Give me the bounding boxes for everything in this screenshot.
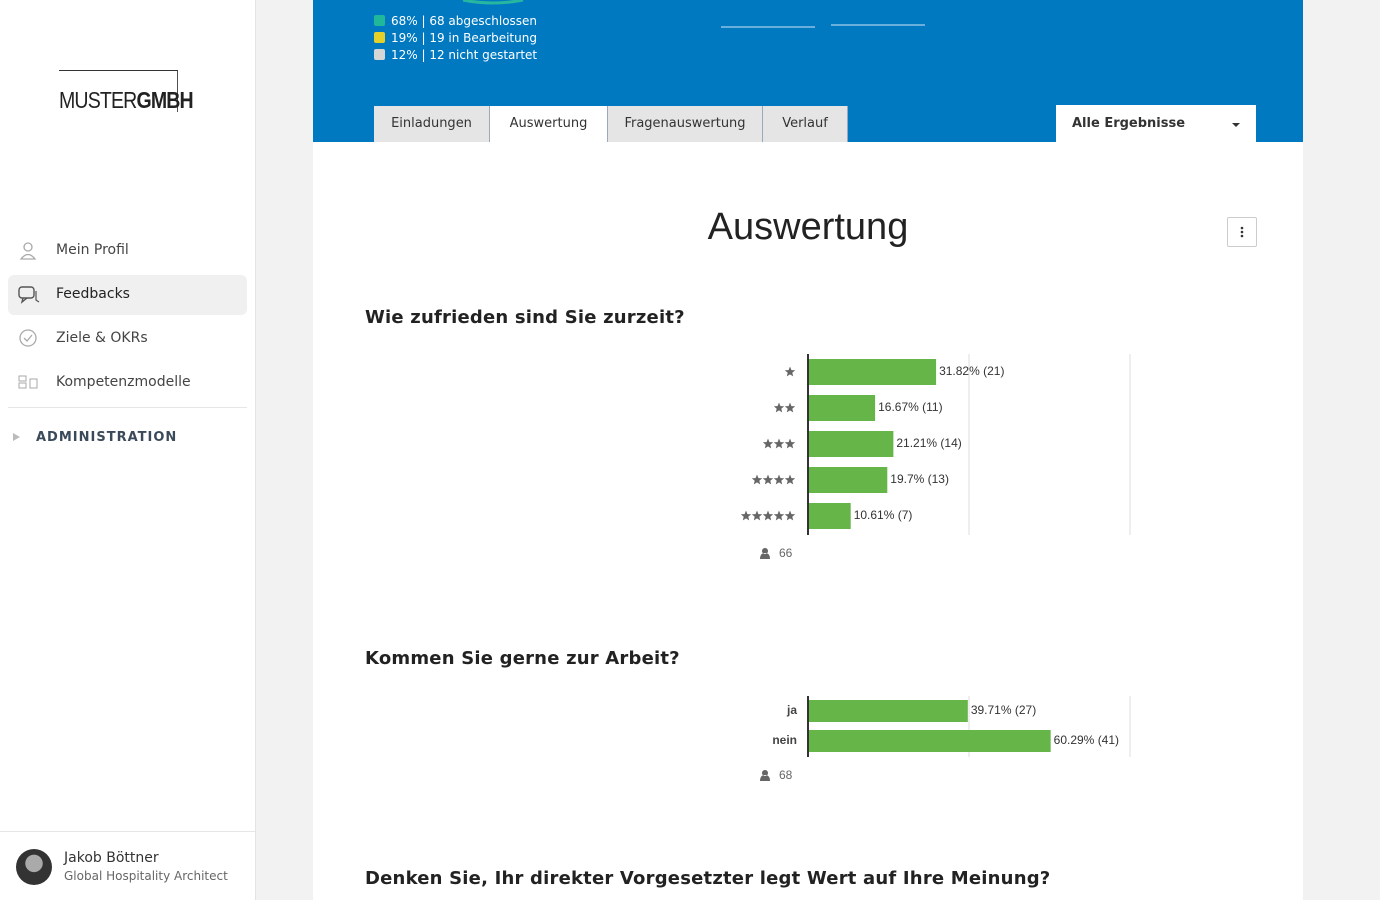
star [784,438,796,449]
person-icon [760,770,770,781]
star [773,438,785,449]
person-icon [760,548,770,559]
nav-label: Feedbacks [56,286,130,302]
nav-item[interactable]: Mein Profil [8,231,247,271]
icon [18,286,40,304]
value-label: 19.7% (13) [890,472,949,486]
question-title: Denken Sie, Ihr direkter Vorgesetzter le… [365,868,1051,889]
tab[interactable]: Fragenauswertung [608,106,763,142]
icon [19,329,37,347]
star [751,510,763,521]
question-title: Wie zufrieden sind Sie zurzeit? [365,307,685,328]
star [773,510,785,521]
star-label [751,474,796,485]
logo-text: GMBH [136,87,193,113]
bar [808,359,937,385]
legend-item: 12% | 12 nicht gestartet [374,48,537,62]
nav-label: Mein Profil [56,242,129,258]
star [762,510,774,521]
star [762,474,774,485]
legend-item: 19% | 19 in Bearbeitung [374,31,537,45]
legend-label: 12% | 12 nicht gestartet [391,48,538,62]
filter-dropdown[interactable]: Alle Ergebnisse [1056,105,1256,142]
value-label: 10.61% (7) [854,508,913,522]
value-label: 60.29% (41) [1054,733,1119,747]
nav-label: Ziele & OKRs [56,330,148,346]
nav-item[interactable]: Feedbacks [8,275,247,315]
value-label: 31.82% (21) [939,364,1004,378]
bar [808,700,968,722]
section-toggle[interactable]: ADMINISTRATION [36,430,178,445]
decoration [462,0,925,28]
respondent-count: 68 [779,768,793,782]
star-label [740,510,796,521]
bar [808,467,888,493]
star [784,402,796,413]
star-label [773,402,796,413]
page-title: Auswertung [707,206,909,248]
star [773,474,785,485]
caret [13,433,20,441]
tab[interactable]: Auswertung [490,106,608,142]
category-label: nein [772,733,797,747]
icon [18,375,38,389]
category-label: ja [786,703,797,717]
more-button[interactable] [1227,217,1257,247]
header: Einladungen Auswertung Fragenauswertung Ver… [313,0,1303,142]
divider [8,407,247,408]
sidebar: MUSTERGMBH Mein Profil Feedbacks Ziele & O… [0,0,256,900]
legend-swatch [374,32,385,43]
nav-item[interactable]: Kompetenzmodelle [8,363,247,403]
legend-swatch [374,49,385,60]
respondent-count: 66 [779,546,793,560]
value-label: 21.21% (14) [896,436,961,450]
star [784,510,796,521]
user-box[interactable]: Jakob Böttner Global Hospitality Archite… [0,831,255,900]
tab[interactable]: Verlauf [763,106,848,142]
bar [808,503,851,529]
legend-label: 19% | 19 in Bearbeitung [391,31,537,45]
logo-text: MUSTER [59,87,137,113]
star [740,510,752,521]
legend-swatch [374,15,385,26]
legend-item: 68% | 68 abgeschlossen [374,14,537,28]
star [751,474,763,485]
icon [1240,226,1244,238]
star [762,438,774,449]
bar [808,730,1051,752]
avatar [16,849,52,885]
user-name: Jakob Böttner [64,850,159,866]
star [784,366,796,377]
nav-label: Kompetenzmodelle [56,374,191,390]
bar [808,395,876,421]
value-label: 39.71% (27) [971,703,1036,717]
logo: MUSTERGMBH [59,70,194,113]
star-label [762,438,796,449]
question-title: Kommen Sie gerne zur Arbeit? [365,648,680,669]
user-role: Global Hospitality Architect [64,869,228,883]
tab[interactable]: Einladungen [374,106,490,142]
star-label [784,366,796,377]
value-label: 16.67% (11) [878,400,942,414]
nav-item[interactable]: Ziele & OKRs [8,319,247,359]
icon [19,242,37,260]
star [773,402,785,413]
legend-label: 68% | 68 abgeschlossen [391,14,538,28]
star [784,474,796,485]
bar [808,431,894,457]
